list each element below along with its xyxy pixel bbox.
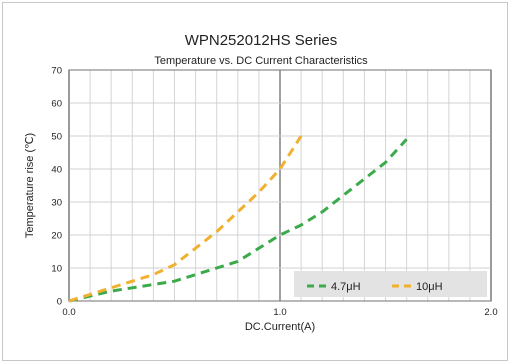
- grid-lines: [68, 69, 492, 302]
- plot-border: [68, 69, 492, 302]
- y-tick-label: 0: [57, 297, 62, 308]
- chart-title: WPN252012HS Series: [185, 32, 338, 49]
- x-tick-label: 0.0: [62, 307, 75, 318]
- y-tick-label: 70: [51, 66, 62, 77]
- y-tick-label: 10: [51, 264, 62, 275]
- legend-box: [294, 271, 487, 297]
- chart-subtitle: Temperature vs. DC Current Characteristi…: [154, 55, 368, 67]
- y-tick-label: 50: [51, 132, 62, 143]
- x-axis-label: DC.Current(A): [245, 321, 315, 333]
- y-tick-label: 30: [51, 198, 62, 209]
- y-tick-label: 60: [51, 99, 62, 110]
- tick-labels: 0 10 20 30 40 50 60 70 0.0 1.0 2.0: [51, 66, 497, 319]
- y-tick-label: 40: [51, 165, 62, 176]
- y-tick-label: 20: [51, 231, 62, 242]
- series-lines: [68, 135, 408, 303]
- temperature-chart: WPN252012HS Series Temperature vs. DC Cu…: [24, 32, 498, 333]
- legend-label: 4.7μH: [331, 281, 361, 293]
- legend-label: 10μH: [416, 281, 443, 293]
- series-line: [68, 135, 303, 303]
- y-axis-label: Temperature rise (℃): [24, 133, 36, 238]
- x-tick-label: 1.0: [273, 307, 286, 318]
- legend: 4.7μH 10μH: [307, 281, 443, 293]
- x-tick-label: 2.0: [484, 307, 497, 318]
- series-line: [68, 138, 408, 303]
